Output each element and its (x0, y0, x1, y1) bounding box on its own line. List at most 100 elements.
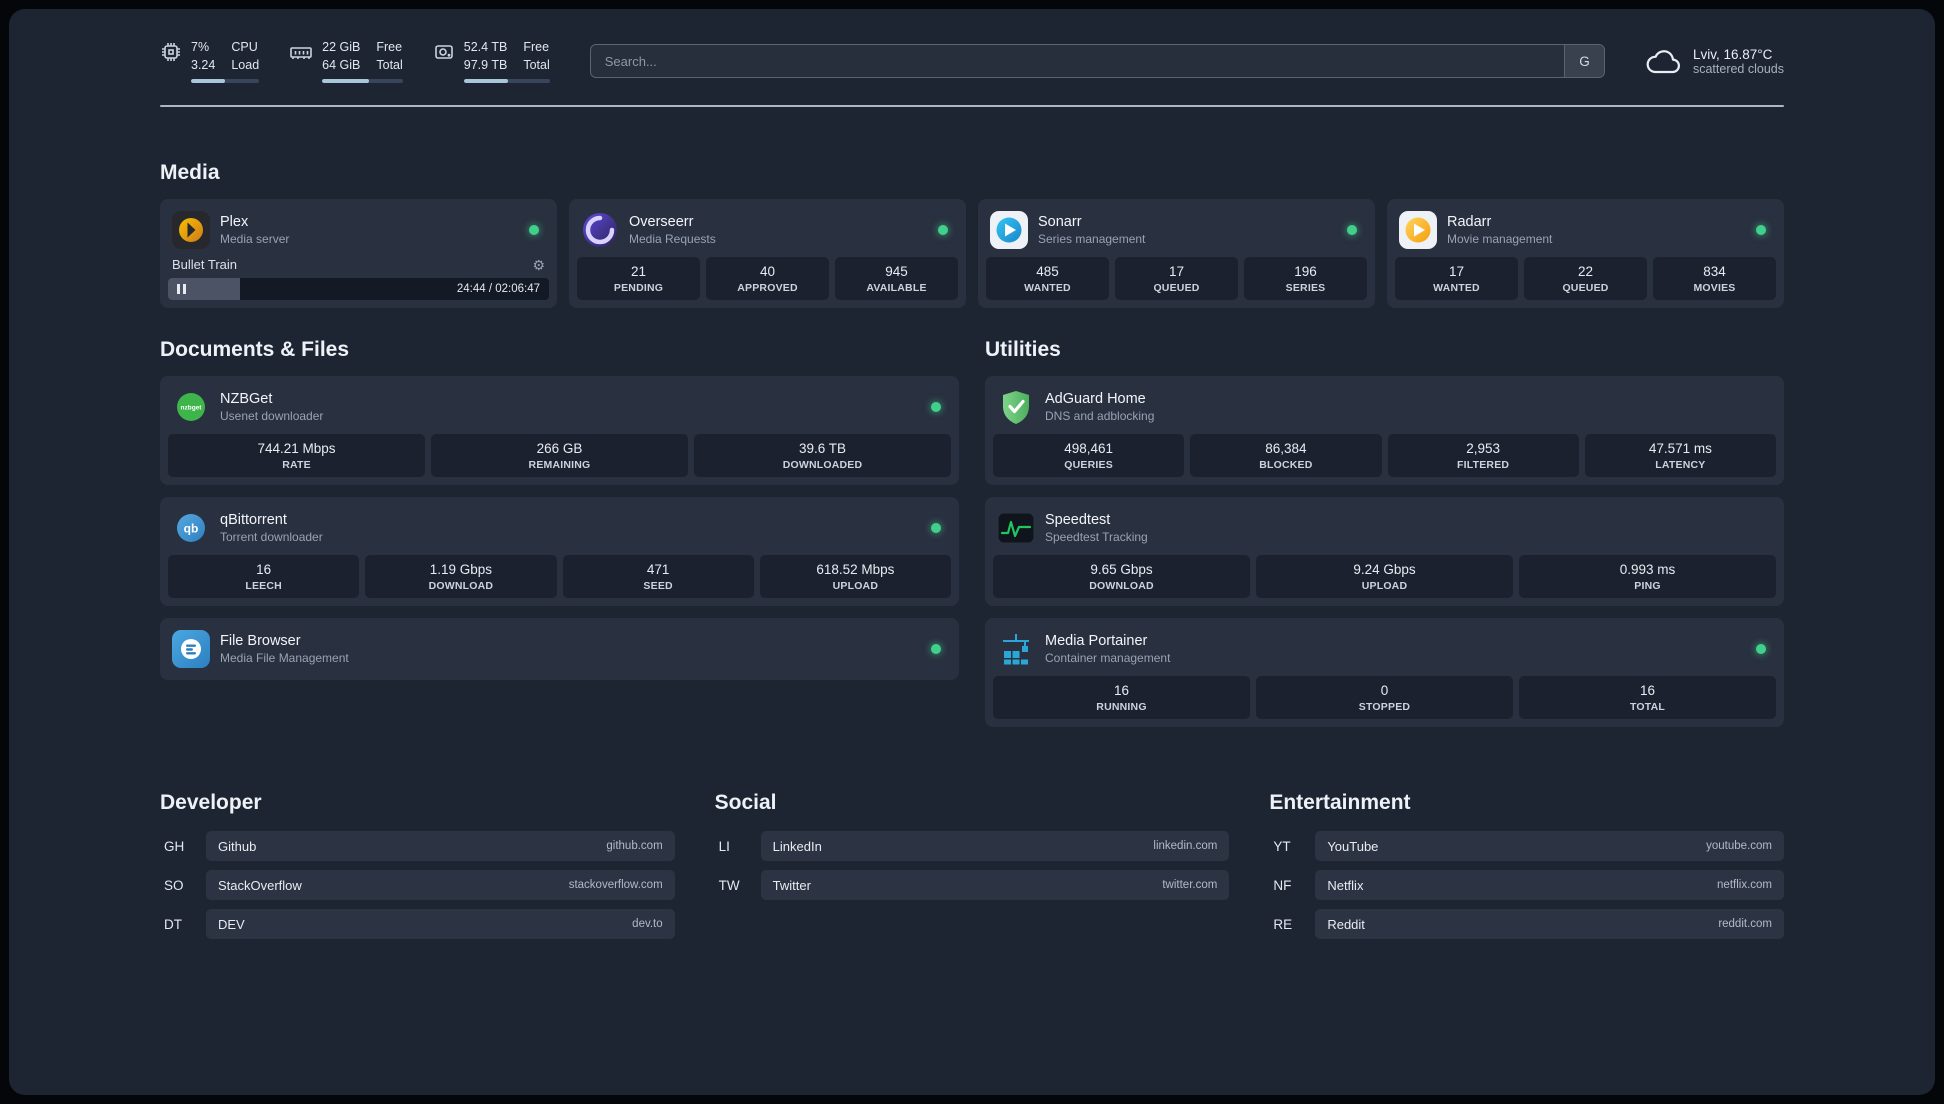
stat-label: DOWNLOAD (1089, 580, 1154, 592)
bookmark-stackoverflow[interactable]: SO StackOverflow stackoverflow.com (160, 870, 675, 900)
bookmark-netflix[interactable]: NF Netflix netflix.com (1269, 870, 1784, 900)
stat-label: QUEUED (1153, 282, 1200, 294)
bookmark-name: Twitter (772, 877, 811, 893)
cpu-icon (160, 41, 182, 63)
stat-value: 40 (759, 264, 776, 279)
resource-value: 97.9 TB (463, 57, 508, 72)
stat-label: AVAILABLE (866, 282, 927, 294)
stat-label: BLOCKED (1259, 459, 1313, 471)
bookmark-linkedin[interactable]: LI LinkedIn linkedin.com (715, 831, 1230, 861)
bookmark-pill: DEV dev.to (206, 909, 675, 939)
stat-box: 9.65 Gbps DOWNLOAD (993, 555, 1250, 598)
resource-widget-cpu: 7% 3.24 CPU Load (160, 39, 260, 83)
stat-value: 2,953 (1466, 441, 1501, 456)
stat-value: 86,384 (1265, 441, 1307, 456)
bookmark-url: linkedin.com (1153, 840, 1218, 852)
service-name: qBittorrent (220, 511, 287, 528)
bookmark-url: netflix.com (1717, 879, 1772, 891)
bookmark-reddit[interactable]: RE Reddit reddit.com (1269, 909, 1784, 939)
service-link-nzbget[interactable]: nzbget NZBGet Usenet downloader (168, 384, 951, 434)
bookmark-pill: Reddit reddit.com (1315, 909, 1784, 939)
status-dot (1756, 225, 1766, 235)
resource-label: Free (376, 40, 403, 54)
service-stats: 498,461 QUERIES 86,384 BLOCKED 2,953 FIL… (993, 434, 1776, 477)
resource-value: 22 GiB (322, 40, 361, 54)
stat-box: 834 MOVIES (1653, 257, 1776, 300)
stat-value: 16 (256, 562, 272, 577)
stat-box: 47.571 ms LATENCY (1584, 434, 1776, 477)
stat-box: 39.6 TB DOWNLOADED (694, 434, 951, 477)
service-link-speedtest[interactable]: Speedtest Speedtest Tracking (993, 505, 1776, 555)
stat-value: 22 (1577, 264, 1594, 279)
stat-label: DOWNLOADED (782, 459, 863, 471)
resource-widget-disk: 52.4 TB 97.9 TB Free Total (433, 39, 550, 83)
stat-box: 1.19 Gbps DOWNLOAD (365, 555, 557, 598)
svg-text:nzbget: nzbget (181, 405, 203, 412)
stat-box: 0 STOPPED (1256, 676, 1513, 719)
bookmark-twitter[interactable]: TW Twitter twitter.com (715, 870, 1230, 900)
stat-value: 0.993 ms (1619, 562, 1676, 577)
search-input[interactable] (589, 44, 1605, 78)
files-section: Documents & Files nzbget NZBGet Usenet d… (160, 338, 959, 739)
service-link-plex[interactable]: Plex Media server (168, 207, 549, 257)
radarr-icon (1399, 211, 1437, 249)
service-link-adguard[interactable]: AdGuard Home DNS and adblocking (993, 384, 1776, 434)
service-description: Media File Management (220, 650, 349, 665)
bookmark-github[interactable]: GH Github github.com (160, 831, 675, 861)
resource-widgets: 7% 3.24 CPU Load (160, 39, 550, 83)
stat-value: 485 (1036, 264, 1059, 279)
search-provider-button[interactable]: G (1563, 45, 1604, 77)
service-meta: Overseerr Media Requests (629, 213, 716, 247)
now-playing-widget: Bullet Train ⚙ 24:44 / 02:06:47 (168, 257, 549, 300)
service-card-sonarr: Sonarr Series management 485 WANTED 17 Q… (978, 199, 1375, 308)
service-link-portainer[interactable]: Media Portainer Container management (993, 626, 1776, 676)
weather-condition: scattered clouds (1692, 61, 1784, 76)
service-name: File Browser (220, 632, 301, 649)
stat-box: 2,953 FILTERED (1387, 434, 1579, 477)
stat-box: 86,384 BLOCKED (1190, 434, 1382, 477)
service-link-sonarr[interactable]: Sonarr Series management (986, 207, 1367, 257)
section-title-utilities: Utilities (985, 338, 1061, 361)
stat-value: 21 (630, 264, 647, 279)
resource-widget-memory: 22 GiB 64 GiB Free Total (289, 39, 403, 83)
stat-label: RUNNING (1096, 701, 1147, 713)
stat-value: 834 (1703, 264, 1726, 279)
stat-label: LATENCY (1655, 459, 1706, 471)
stat-label: PING (1634, 580, 1661, 592)
stat-value: 16 (1113, 683, 1130, 698)
stat-value: 17 (1448, 264, 1465, 279)
stat-label: QUERIES (1064, 459, 1113, 471)
section-title-entertainment: Entertainment (1269, 791, 1411, 814)
memory-icon (289, 41, 313, 63)
service-link-qbittorrent[interactable]: qb qBittorrent Torrent downloader (168, 505, 951, 555)
service-meta: Plex Media server (220, 213, 289, 247)
service-link-radarr[interactable]: Radarr Movie management (1395, 207, 1776, 257)
bookmark-youtube[interactable]: YT YouTube youtube.com (1269, 831, 1784, 861)
stat-value: 9.24 Gbps (1353, 562, 1416, 577)
stat-value: 9.65 Gbps (1090, 562, 1153, 577)
pause-icon[interactable] (177, 284, 186, 294)
bookmark-pill: StackOverflow stackoverflow.com (206, 870, 675, 900)
stat-box: 40 APPROVED (706, 257, 829, 300)
stat-box: 266 GB REMAINING (431, 434, 688, 477)
bookmark-dev[interactable]: DT DEV dev.to (160, 909, 675, 939)
stat-box: 22 QUEUED (1524, 257, 1647, 300)
bookmark-group-entertainment: Entertainment YT YouTube youtube.com NF … (1269, 791, 1784, 948)
service-link-filebrowser[interactable]: File Browser Media File Management (168, 626, 951, 672)
plex-icon (172, 211, 210, 249)
status-dot (938, 225, 948, 235)
utilities-section: Utilities AdGuard Home DNS and (985, 338, 1784, 739)
bookmark-abbr: GH (164, 838, 185, 854)
portainer-icon (997, 630, 1035, 668)
service-stats: 744.21 Mbps RATE 266 GB REMAINING 39.6 T… (168, 434, 951, 477)
stat-box: 16 TOTAL (1519, 676, 1776, 719)
weather-location: Lviv, 16.87°C (1692, 46, 1773, 62)
header-divider (160, 105, 1784, 107)
service-link-overseerr[interactable]: Overseerr Media Requests (577, 207, 958, 257)
stat-box: 17 WANTED (1395, 257, 1518, 300)
service-card-plex: Plex Media server Bullet Train ⚙ 24:44 /… (160, 199, 557, 308)
gear-icon[interactable]: ⚙ (532, 256, 545, 273)
stat-box: 196 SERIES (1244, 257, 1367, 300)
section-title-developer: Developer (160, 791, 262, 814)
